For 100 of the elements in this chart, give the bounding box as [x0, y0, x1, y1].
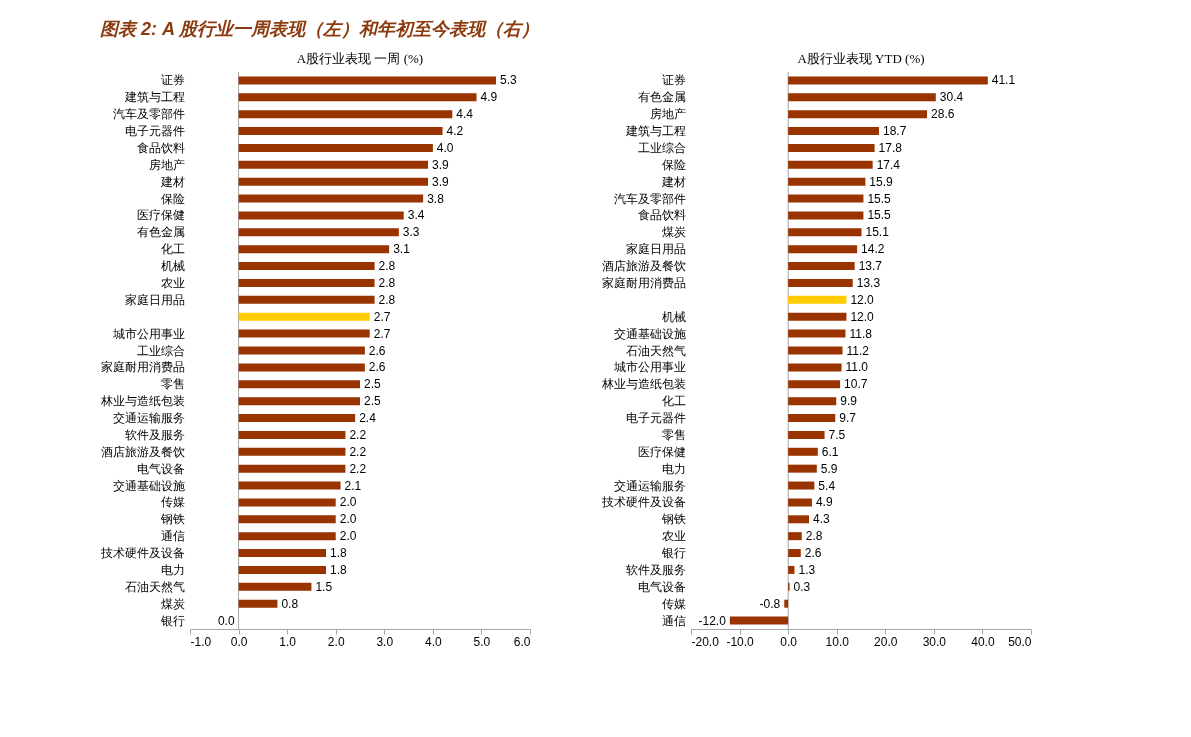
- data-label: 15.5: [867, 208, 892, 223]
- data-label: 0.0: [217, 613, 235, 628]
- data-label: 12.0: [850, 309, 875, 324]
- y-tick-label: 化工: [661, 394, 686, 409]
- y-tick-label: 有色金属: [136, 225, 185, 240]
- data-label: 11.2: [846, 343, 870, 358]
- y-tick-label: 传媒: [160, 495, 185, 510]
- y-tick-label: 电子元器件: [124, 124, 185, 139]
- y-tick-label: 交通运输服务: [112, 411, 185, 426]
- y-tick-label: 机械: [160, 259, 185, 274]
- y-tick-label: 钢铁: [660, 512, 686, 527]
- data-label: 2.0: [339, 495, 357, 510]
- y-tick-label: 零售: [160, 377, 185, 392]
- y-tick-label: 城市公用事业: [111, 326, 185, 341]
- data-label: 2.4: [359, 411, 377, 426]
- y-tick-label: 家庭日用品: [625, 242, 686, 257]
- y-tick-label: 有色金属: [637, 90, 686, 105]
- y-tick-label: 交通运输服务: [613, 478, 686, 493]
- data-label: 12.0: [850, 292, 875, 307]
- y-tick-label: 工业综合: [637, 140, 686, 155]
- data-label: 15.5: [867, 191, 892, 206]
- x-tick-label: 5.0: [473, 634, 491, 649]
- data-label: 17.8: [878, 140, 903, 155]
- data-label: 7.5: [828, 427, 846, 442]
- y-tick-label: 房地产: [148, 157, 185, 172]
- data-label: 17.4: [876, 157, 901, 172]
- data-label: 2.7: [373, 326, 391, 341]
- y-tick-label: 证券: [160, 73, 185, 88]
- data-label: 2.8: [805, 529, 823, 544]
- y-tick-label: 传媒: [661, 596, 686, 611]
- y-tick-label: 农业: [661, 529, 686, 544]
- x-tick-label: -10.0: [726, 634, 755, 649]
- y-tick-label: 医疗保健: [136, 208, 185, 223]
- data-label: 2.0: [339, 529, 357, 544]
- y-tick-label: 林业与造纸包装: [600, 377, 686, 392]
- y-tick-label: 电子元器件: [625, 411, 686, 426]
- data-label: 11.8: [849, 326, 873, 341]
- data-label: 28.6: [931, 107, 955, 122]
- x-tick-label: 3.0: [376, 634, 394, 649]
- x-tick-label: 10.0: [825, 634, 850, 649]
- data-label: 4.3: [813, 512, 831, 527]
- data-label: 10.7: [844, 377, 868, 392]
- y-tick-label: 煤炭: [160, 596, 185, 611]
- data-label: 2.2: [349, 427, 367, 442]
- y-tick-label: 家庭耐用消费品: [100, 360, 185, 375]
- y-tick-label: 银行: [660, 546, 686, 561]
- data-label: 2.6: [368, 360, 386, 375]
- data-label: 5.9: [820, 461, 838, 476]
- y-tick-label: 软件及服务: [124, 427, 185, 442]
- y-tick-label: 化工: [160, 242, 185, 257]
- data-label: 2.8: [378, 292, 396, 307]
- x-tick-label: 30.0: [922, 634, 947, 649]
- x-tick-label: 6.0: [513, 634, 531, 649]
- x-tick-label: 50.0: [1008, 634, 1032, 649]
- data-label: 2.7: [373, 309, 391, 324]
- x-tick-label: 20.0: [874, 634, 898, 649]
- y-tick-label: 电力: [661, 461, 686, 476]
- y-tick-label: 钢铁: [159, 512, 185, 527]
- y-tick-label: 零售: [661, 427, 686, 442]
- data-label: 2.2: [349, 444, 367, 459]
- data-label: 2.0: [339, 512, 357, 527]
- y-tick-label: 证券: [661, 73, 686, 88]
- y-tick-label: 保险: [160, 191, 185, 206]
- data-label: 0.8: [281, 596, 299, 611]
- x-tick-label: -1.0: [190, 634, 212, 649]
- data-label: 9.7: [839, 411, 857, 426]
- data-label: 18.7: [882, 124, 907, 139]
- data-label: 3.4: [407, 208, 425, 223]
- y-tick-label: 食品饮料: [637, 208, 686, 223]
- data-label: 2.1: [344, 478, 362, 493]
- data-label: 5.4: [818, 478, 836, 493]
- y-tick-label: 林业与造纸包装: [99, 394, 185, 409]
- data-label: 5.3: [500, 73, 518, 88]
- y-tick-label: 建筑与工程: [624, 124, 686, 139]
- y-tick-label: 工业综合: [136, 343, 185, 358]
- y-tick-label: 家庭日用品: [124, 292, 185, 307]
- y-tick-label: 石油天然气: [124, 579, 185, 594]
- data-label: 2.8: [378, 259, 396, 274]
- x-tick-label: 40.0: [971, 634, 995, 649]
- data-label: 2.6: [368, 343, 386, 358]
- y-tick-label: 农业: [160, 275, 185, 290]
- y-tick-label: 保险: [661, 157, 686, 172]
- data-label: 3.9: [432, 174, 450, 189]
- data-label: 30.4: [939, 90, 964, 105]
- data-label: 14.2: [861, 242, 885, 257]
- data-label: 3.3: [402, 225, 420, 240]
- data-label: 13.3: [856, 275, 881, 290]
- y-tick-label: 建材: [159, 174, 185, 189]
- data-label: 4.9: [815, 495, 833, 510]
- x-tick-label: 0.0: [230, 634, 248, 649]
- y-tick-label: 建筑与工程: [123, 90, 185, 105]
- y-tick-label: 房地产: [649, 107, 686, 122]
- data-label: 1.8: [330, 562, 348, 577]
- x-tick-label: -20.0: [691, 634, 720, 649]
- x-tick-label: 0.0: [780, 634, 798, 649]
- data-label: 2.2: [349, 461, 367, 476]
- y-tick-label: 煤炭: [661, 225, 686, 240]
- data-label: 1.8: [330, 546, 348, 561]
- chart-title: A股行业表现 一周 (%): [296, 50, 424, 66]
- data-label: 4.0: [436, 140, 454, 155]
